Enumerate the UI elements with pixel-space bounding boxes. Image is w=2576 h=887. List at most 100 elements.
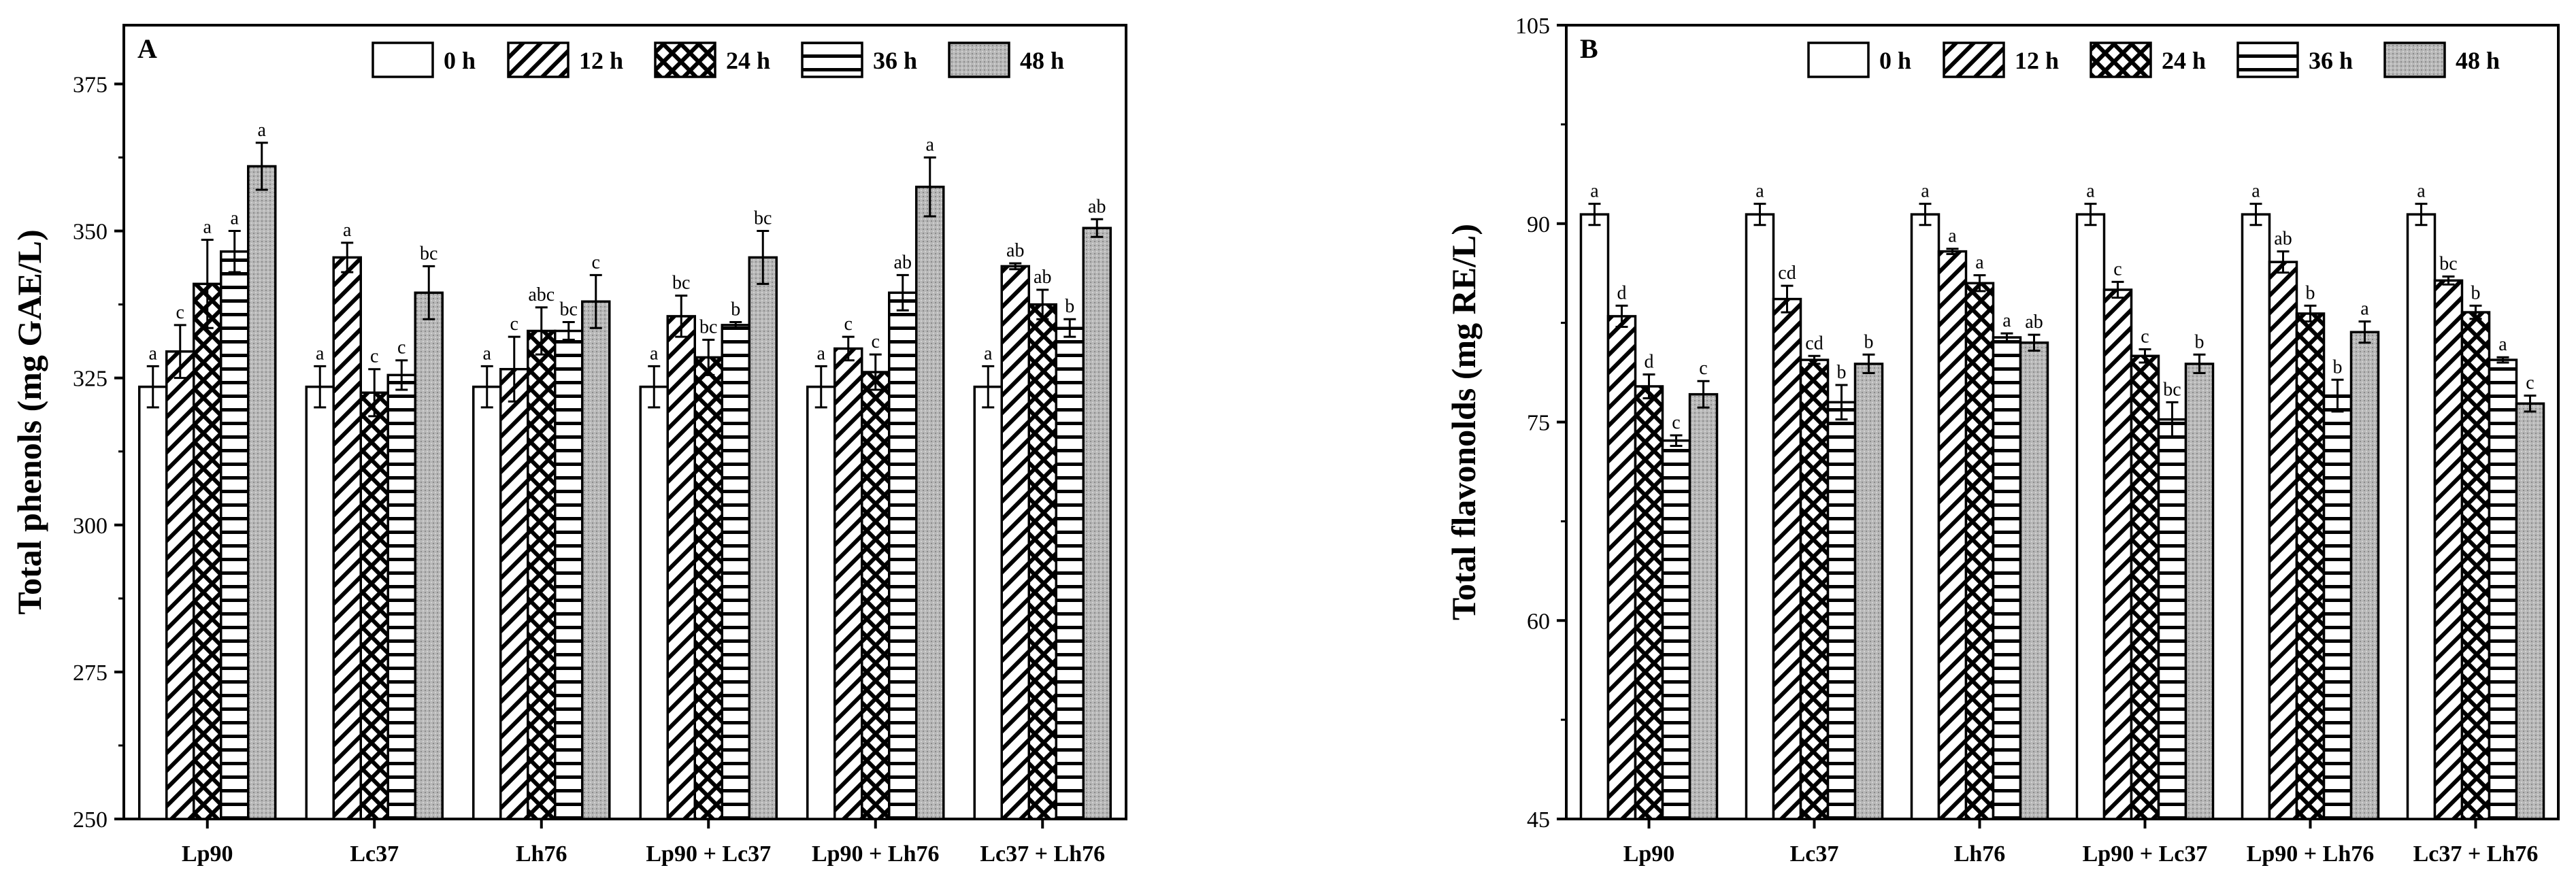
significance-letter: b [1837, 362, 1847, 383]
significance-letter: a [650, 343, 659, 364]
significance-letter: c [370, 346, 378, 367]
significance-letter: bc [560, 299, 578, 320]
significance-letter: a [1948, 226, 1957, 247]
x-tick-label: Lp90 + Lh76 [2247, 841, 2375, 867]
legend-swatch [507, 41, 569, 78]
bar [527, 329, 557, 820]
bar [247, 165, 277, 820]
significance-letter: abc [528, 284, 555, 305]
legend-swatch [801, 41, 863, 78]
bar [414, 291, 444, 820]
bar [748, 256, 778, 820]
legend-swatch [2090, 41, 2152, 78]
significance-letter: b [1864, 331, 1874, 352]
bar [1606, 315, 1637, 820]
significance-letter: ab [894, 252, 912, 273]
bar [1799, 358, 1830, 820]
bar [1579, 213, 1610, 820]
significance-letter: a [817, 343, 826, 364]
legend-swatch [1943, 41, 2005, 78]
bar [2488, 358, 2518, 820]
panel-letter: B [1580, 33, 1598, 64]
significance-letter: ab [1006, 240, 1024, 261]
bar [1634, 385, 1664, 820]
significance-letter: c [2141, 327, 2149, 348]
bar [193, 282, 222, 820]
bar [1853, 363, 1884, 820]
bar [861, 371, 891, 820]
bar [1772, 297, 1802, 820]
bar [806, 385, 836, 820]
significance-letter: c [592, 252, 600, 273]
panel-b: 45 60 75 90 105 Total flavonolds (mg RE/L) B Lp… [1444, 14, 2560, 867]
legend-swatch [2236, 41, 2299, 78]
bar [165, 350, 195, 820]
bar [2515, 402, 2545, 820]
legend-swatch [948, 41, 1010, 78]
significance-letter: a [258, 120, 267, 141]
significance-letter: bc [672, 273, 690, 294]
significance-letter: a [231, 208, 240, 229]
significance-letter: c [844, 314, 853, 335]
legend-label: 36 h [2309, 47, 2353, 74]
bar [2349, 331, 2380, 820]
legend-swatch [371, 41, 434, 78]
bar [2019, 341, 2049, 820]
significance-letter: bc [754, 208, 772, 229]
significance-letter: a [1755, 181, 1764, 202]
bar [1745, 213, 1775, 820]
legend-swatch [2383, 41, 2446, 78]
significance-letter: b [2306, 282, 2315, 303]
bar [2130, 354, 2160, 820]
bar [1964, 282, 1995, 820]
significance-letter: cd [1805, 333, 1823, 354]
y-tick-label: 90 [1527, 212, 1550, 237]
significance-letter: b [731, 299, 740, 320]
bar [499, 367, 529, 820]
bar [305, 385, 335, 820]
significance-letter: b [2333, 356, 2343, 378]
significance-letter: a [2086, 181, 2095, 202]
significance-letter: a [984, 343, 993, 364]
bar [2322, 394, 2353, 820]
bar [581, 300, 611, 820]
bar [359, 391, 389, 820]
significance-letter: bc [2439, 254, 2457, 275]
bar [1826, 401, 1857, 820]
x-tick-label: Lc37 [350, 841, 399, 867]
significance-letter: bc [420, 243, 437, 264]
significance-letter: a [149, 343, 158, 364]
significance-letter: c [1699, 358, 1707, 379]
legend-label: 12 h [579, 47, 623, 74]
bar [888, 291, 918, 820]
legend-label: 36 h [873, 47, 917, 74]
x-tick-label: Lc37 [1790, 841, 1839, 867]
x-tick-label: Lp90 + Lc37 [646, 841, 771, 867]
legend-label: 48 h [1020, 47, 1064, 74]
plot-frame [122, 24, 1127, 820]
y-axis-label: Total phenols (mg GAE/L) [10, 229, 48, 614]
bar [472, 385, 502, 820]
panel-letter: A [137, 33, 157, 64]
significance-letter: a [1921, 181, 1930, 202]
significance-letter: ab [2274, 229, 2292, 250]
legend-label: 48 h [2456, 47, 2500, 74]
bar [693, 356, 723, 820]
significance-letter: c [2113, 258, 2121, 280]
bar [554, 329, 584, 820]
significance-letter: d [1617, 282, 1627, 303]
legend-swatch [1807, 41, 1870, 78]
bar [1910, 213, 1941, 820]
y-tick-label: 375 [73, 72, 108, 97]
x-tick-label: Lh76 [516, 841, 567, 867]
x-tick-label: Lp90 + Lh76 [812, 841, 940, 867]
y-tick-label: 300 [73, 514, 108, 539]
significance-letter: c [1672, 412, 1680, 433]
significance-letter: a [2498, 334, 2507, 355]
y-tick-label: 350 [73, 220, 108, 245]
panel-a: 250 275 300 325 350 375 Total phenols (mg GAE/… [10, 24, 1127, 867]
significance-letter: a [2251, 181, 2260, 202]
significance-letter: c [176, 302, 184, 323]
bar [2157, 418, 2187, 820]
